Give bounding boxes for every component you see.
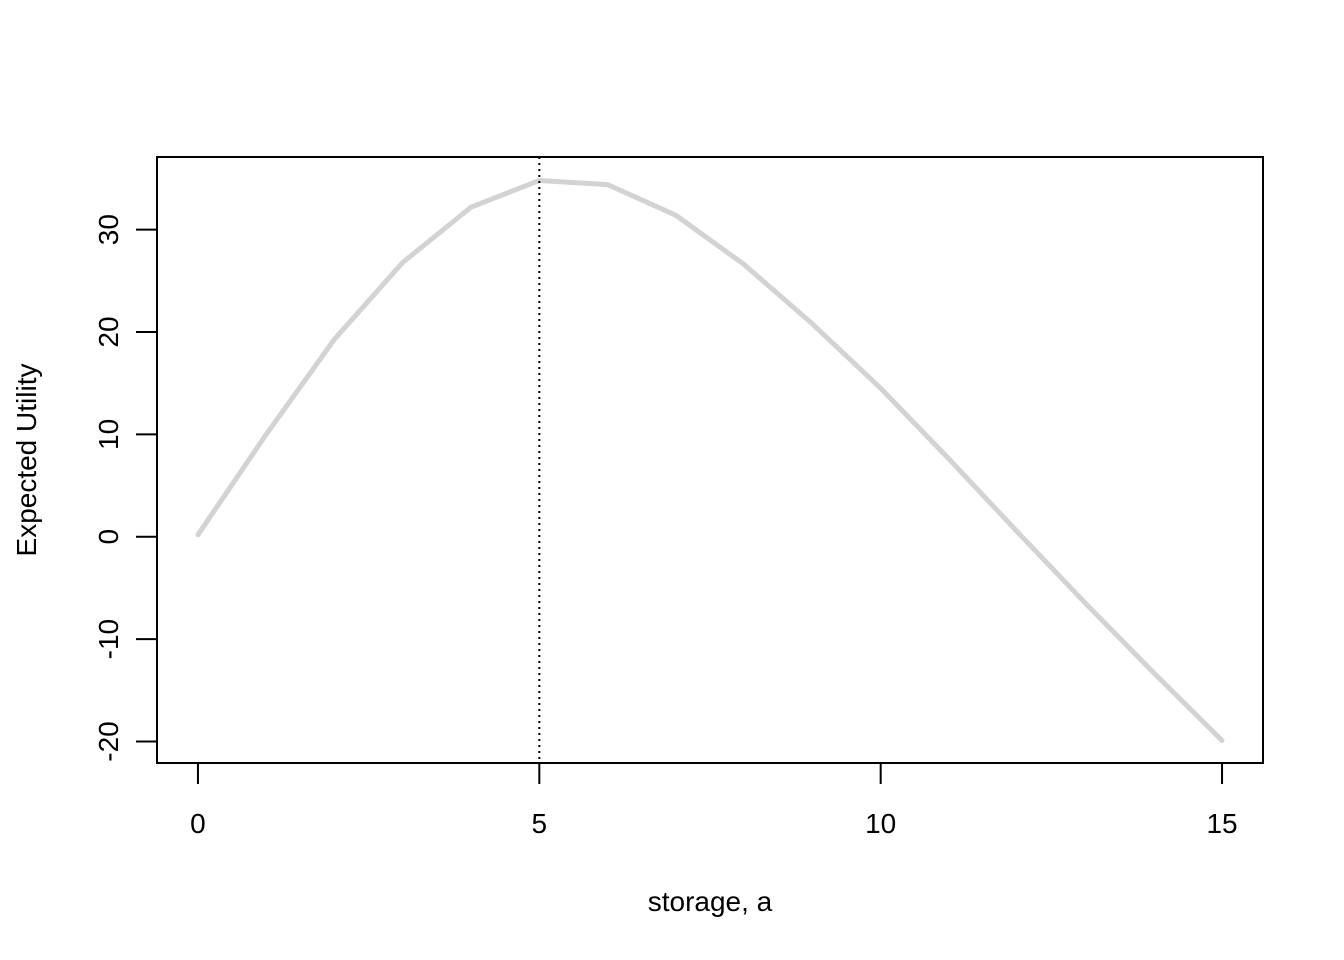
series-layer (195, 178, 1225, 743)
plot-frame (156, 156, 1264, 764)
x-axis-title: storage, a (648, 886, 773, 917)
y-axis: -20 -10 0 10 20 30 (93, 214, 158, 762)
y-tick-label: 0 (93, 529, 124, 545)
y-axis-title: Expected Utility (11, 364, 42, 557)
y-tick-label: 20 (93, 316, 124, 347)
y-tick-label: 30 (93, 214, 124, 245)
x-tick-label: 15 (1206, 808, 1237, 839)
x-tick-label: 5 (532, 808, 548, 839)
x-tick-label: 0 (190, 808, 206, 839)
y-tick-label: -10 (93, 619, 124, 659)
y-tick-label: -20 (93, 721, 124, 761)
x-tick-label: 10 (865, 808, 896, 839)
x-axis: 0 5 10 15 (190, 762, 1238, 839)
y-tick-label: 10 (93, 419, 124, 450)
series-line-0 (195, 178, 1225, 743)
